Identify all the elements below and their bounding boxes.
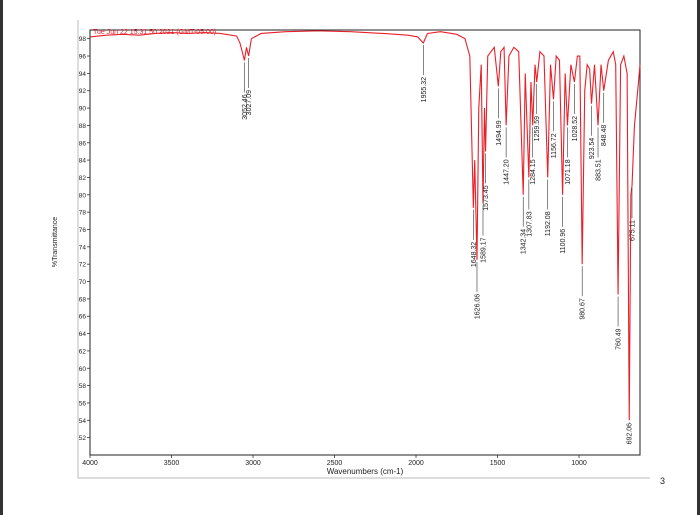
y-tick-label: 68 xyxy=(79,296,87,303)
y-tick-label: 88 xyxy=(79,123,87,130)
peak-label: 675.11 xyxy=(630,220,637,241)
y-tick-label: 70 xyxy=(79,279,87,286)
peak-label: 3052.46 xyxy=(242,94,249,119)
y-tick-label: 72 xyxy=(79,262,87,269)
x-tick-label: 1000 xyxy=(571,460,587,467)
peak-label: 1494.99 xyxy=(496,120,503,145)
y-tick-label: 74 xyxy=(79,244,87,251)
x-tick-label: 2000 xyxy=(408,460,424,467)
y-tick-label: 96 xyxy=(79,54,87,61)
peak-label: 1284.15 xyxy=(530,159,537,184)
peak-label: 923.54 xyxy=(589,138,596,160)
y-tick-label: 66 xyxy=(79,314,87,321)
page-number: 3 xyxy=(660,476,665,486)
y-tick-label: 58 xyxy=(79,383,87,390)
peak-label: 980.67 xyxy=(580,298,587,320)
x-tick-label: 3500 xyxy=(164,460,180,467)
x-axis-label: Wavenumbers (cm-1) xyxy=(327,467,404,476)
peak-label: 1447.20 xyxy=(504,159,511,184)
peak-label: 1100.96 xyxy=(560,229,567,254)
edge-left xyxy=(0,0,3,515)
edge-right xyxy=(697,0,700,515)
peak-label: 760.49 xyxy=(616,328,623,350)
y-tick-label: 90 xyxy=(79,106,87,113)
peak-label: 1648.32 xyxy=(471,242,478,267)
peak-label: 848.48 xyxy=(601,125,608,147)
y-tick-label: 60 xyxy=(79,366,87,373)
header: Tue Jun 22 15:31:50 2021 (GMT-05:00) xyxy=(93,29,216,36)
y-tick-label: 52 xyxy=(79,435,87,442)
peak-label: 1626.06 xyxy=(475,294,482,319)
peak-label: 1589.17 xyxy=(481,237,488,262)
y-tick-label: 94 xyxy=(79,71,87,78)
peak-label: 1028.52 xyxy=(572,116,579,141)
spectrum-line xyxy=(89,30,641,421)
peak-label: 1307.83 xyxy=(526,211,533,236)
y-tick-label: 80 xyxy=(79,192,87,199)
peak-label: 1156.72 xyxy=(551,133,558,158)
peak-label: 1071.18 xyxy=(565,159,572,184)
x-tick-label: 3000 xyxy=(245,460,261,467)
y-tick-label: 84 xyxy=(79,158,87,165)
y-tick-label: 76 xyxy=(79,227,87,234)
y-axis-label: %Transmittance xyxy=(52,217,59,267)
y-tick-label: 92 xyxy=(79,88,87,95)
peak-label: 1259.59 xyxy=(534,116,541,141)
peak-label: 3027.09 xyxy=(246,90,253,115)
x-tick-label: 2500 xyxy=(327,460,343,467)
y-tick-label: 86 xyxy=(79,140,87,147)
y-tick-label: 98 xyxy=(79,36,87,43)
peak-label: 883.51 xyxy=(596,159,603,181)
y-tick-label: 54 xyxy=(79,418,87,425)
peak-label: 1955.32 xyxy=(421,77,428,102)
x-tick-label: 4000 xyxy=(82,460,98,467)
y-tick-label: 64 xyxy=(79,331,87,338)
plot-frame xyxy=(89,29,641,456)
y-tick-label: 56 xyxy=(79,400,87,407)
peak-label: 1192.08 xyxy=(545,211,552,236)
peak-label: 1573.45 xyxy=(483,185,490,210)
peak-label: 1342.34 xyxy=(521,229,528,254)
peak-label: 692.06 xyxy=(627,423,634,445)
y-tick-label: 62 xyxy=(79,348,87,355)
x-tick-label: 1500 xyxy=(490,460,506,467)
y-tick-label: 82 xyxy=(79,175,87,182)
y-tick-label: 78 xyxy=(79,210,87,217)
